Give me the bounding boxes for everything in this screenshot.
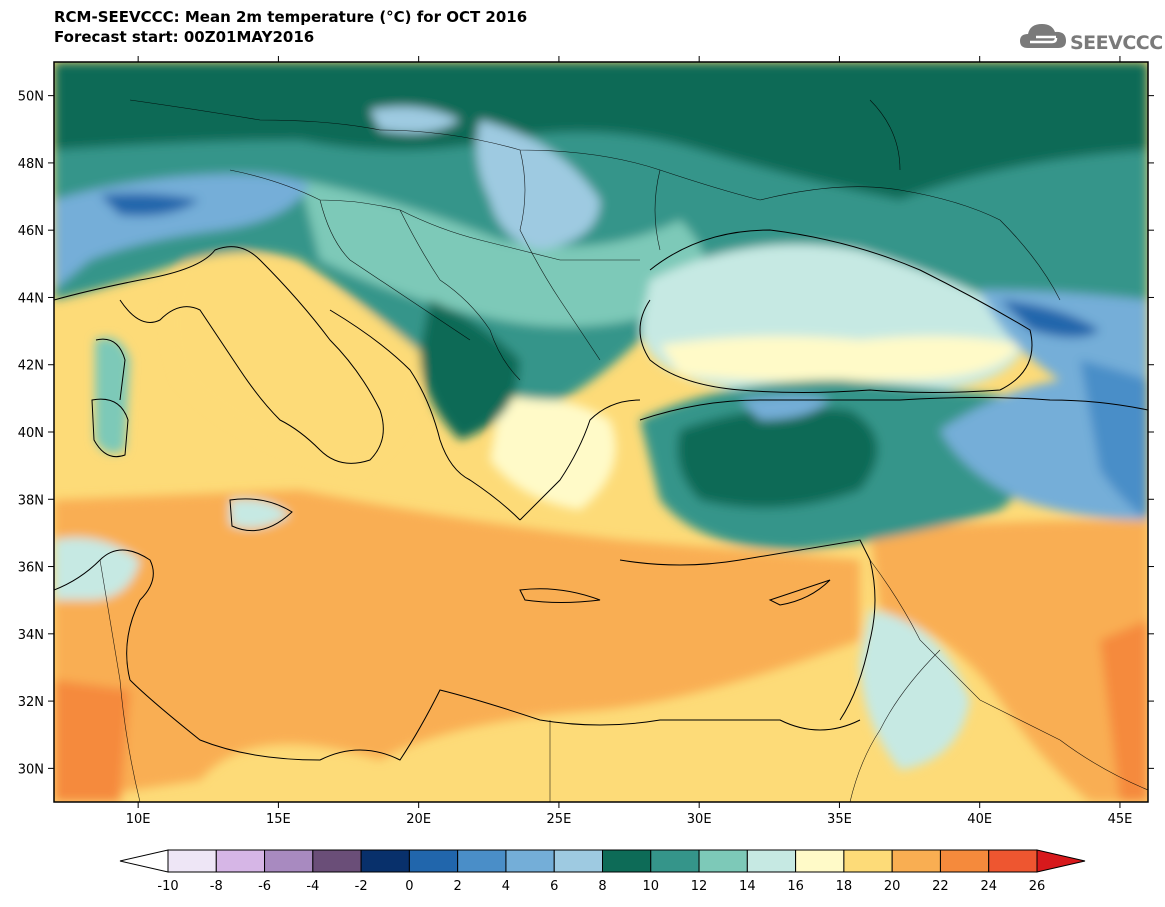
latitude-axis: 50N 48N 46N 44N 42N 40N 38N 36N 34N 32N 30N	[18, 90, 1154, 777]
legend-label: 16	[787, 879, 804, 894]
lat-tick-label: 40N	[18, 426, 44, 441]
lat-tick-label: 50N	[18, 90, 44, 105]
lon-tick-label: 30E	[687, 812, 712, 827]
legend-swatch	[939, 849, 990, 873]
forecast-start-label: Forecast start: 00Z01MAY2016	[54, 28, 315, 46]
lat-tick-label: 42N	[18, 359, 44, 374]
lat-tick-label: 46N	[18, 224, 44, 239]
lon-tick-label: 15E	[266, 812, 291, 827]
lat-tick-label: 48N	[18, 157, 44, 172]
legend-label: 18	[836, 879, 853, 894]
legend-label: -10	[157, 879, 178, 894]
legend-swatch-under	[119, 849, 169, 873]
lat-tick-label: 44N	[18, 291, 44, 306]
legend-swatch	[408, 849, 459, 873]
legend-label: 8	[598, 879, 606, 894]
country-borders	[99, 99, 1148, 802]
legend-label: 12	[691, 879, 708, 894]
lat-tick-label: 34N	[18, 628, 44, 643]
legend-label: -2	[355, 879, 368, 894]
legend-label: 22	[932, 879, 949, 894]
legend-swatch	[746, 849, 797, 873]
legend-label: -8	[210, 879, 223, 894]
legend-swatch	[360, 849, 410, 873]
lon-tick-label: 20E	[406, 812, 431, 827]
legend-swatch	[650, 849, 700, 873]
legend-swatch	[843, 849, 893, 873]
lat-tick-label: 36N	[18, 561, 44, 576]
legend-swatch	[698, 849, 748, 873]
legend-swatch	[457, 849, 507, 873]
longitude-axis: 10E 15E 20E 25E 30E 35E 40E 45E	[126, 56, 1133, 827]
legend-label: 20	[884, 879, 901, 894]
logo-text: SEEVCCC	[1070, 32, 1163, 54]
seevccc-logo: SEEVCCC	[1018, 18, 1163, 62]
legend-label: 6	[550, 879, 558, 894]
legend-swatch	[505, 849, 555, 873]
coastlines	[54, 229, 1148, 761]
lat-tick-label: 38N	[18, 493, 44, 508]
legend-swatch	[167, 849, 217, 873]
legend-swatch-over	[1036, 849, 1086, 873]
lon-tick-label: 40E	[967, 812, 992, 827]
lon-tick-label: 10E	[126, 812, 151, 827]
legend-swatch	[312, 849, 362, 873]
legend-label: 0	[405, 879, 413, 894]
lat-tick-label: 30N	[18, 762, 44, 777]
legend-swatch	[988, 849, 1038, 873]
map-title: RCM-SEEVCCC: Mean 2m temperature (°C) fo…	[54, 8, 528, 26]
color-legend: -10 -8 -6 -4 -2 0 2 4 6 8 10 12 14 16 18 20 22 24 26	[119, 849, 1086, 894]
legend-swatch	[553, 849, 604, 873]
legend-swatch	[264, 849, 314, 873]
lon-tick-label: 25E	[547, 812, 572, 827]
legend-label: -6	[258, 879, 271, 894]
cloud-icon	[1020, 24, 1066, 48]
legend-label: 24	[980, 879, 997, 894]
legend-swatch	[215, 849, 266, 873]
legend-label: 14	[739, 879, 756, 894]
lon-tick-label: 45E	[1108, 812, 1133, 827]
legend-swatch	[891, 849, 941, 873]
legend-swatch	[602, 849, 652, 873]
legend-label: 4	[502, 879, 510, 894]
temperature-field	[54, 62, 1148, 802]
legend-label: 2	[454, 879, 462, 894]
legend-swatch	[795, 849, 845, 873]
lat-tick-label: 32N	[18, 695, 44, 710]
lon-tick-label: 35E	[827, 812, 852, 827]
legend-label: 10	[643, 879, 660, 894]
legend-label: -4	[306, 879, 319, 894]
legend-label: 26	[1029, 879, 1046, 894]
